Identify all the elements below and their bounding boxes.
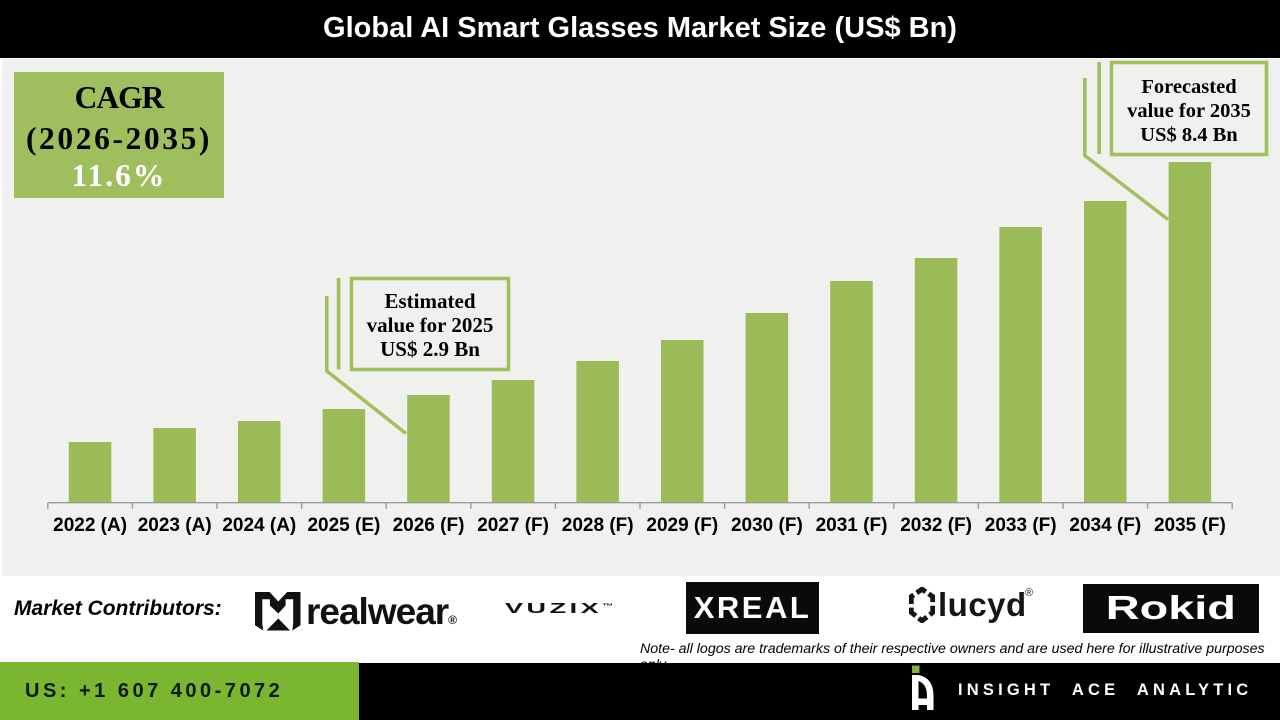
svg-text:2023 (A): 2023 (A) [138,515,212,536]
svg-text:value for 2035: value for 2035 [1127,100,1251,122]
svg-text:2025 (E): 2025 (E) [307,515,380,536]
svg-text:Forecasted: Forecasted [1141,76,1237,98]
svg-text:2026 (F): 2026 (F) [393,515,465,536]
svg-text:2033 (F): 2033 (F) [985,515,1057,536]
svg-text:2032 (F): 2032 (F) [900,515,972,536]
svg-text:2031 (F): 2031 (F) [816,515,888,536]
svg-text:2028 (F): 2028 (F) [562,515,634,536]
svg-text:2029 (F): 2029 (F) [646,515,718,536]
svg-text:US$ 2.9 Bn: US$ 2.9 Bn [380,337,480,361]
svg-text:(2026-2035): (2026-2035) [26,121,212,156]
svg-text:2022 (A): 2022 (A) [53,515,127,536]
svg-text:CAGR: CAGR [75,80,166,115]
svg-text:Estimated: Estimated [385,289,476,313]
svg-text:2027 (F): 2027 (F) [477,515,549,536]
svg-text:US$ 8.4 Bn: US$ 8.4 Bn [1140,124,1238,146]
svg-text:11.6%: 11.6% [72,158,167,193]
svg-text:2030 (F): 2030 (F) [731,515,803,536]
svg-text:2034 (F): 2034 (F) [1069,515,1141,536]
svg-text:2024 (A): 2024 (A) [222,515,296,536]
svg-text:value for 2025: value for 2025 [367,313,494,337]
svg-text:2035 (F): 2035 (F) [1154,515,1226,536]
